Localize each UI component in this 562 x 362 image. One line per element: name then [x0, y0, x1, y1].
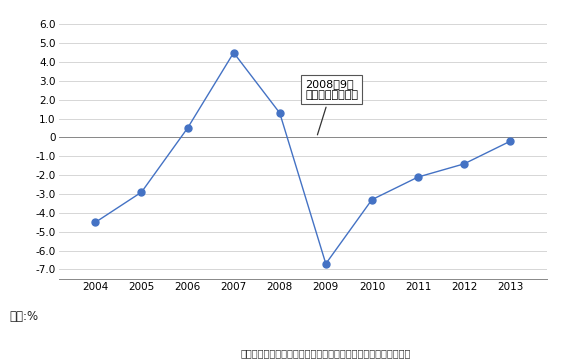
Text: 単位:%: 単位:% [10, 311, 39, 324]
Text: 国土交通省・都道府県地価調査対前年変動率の推移表（東京圈）: 国土交通省・都道府県地価調査対前年変動率の推移表（東京圈） [241, 348, 411, 358]
Text: 2008年9月
リーマンショック: 2008年9月 リーマンショック [305, 79, 358, 135]
